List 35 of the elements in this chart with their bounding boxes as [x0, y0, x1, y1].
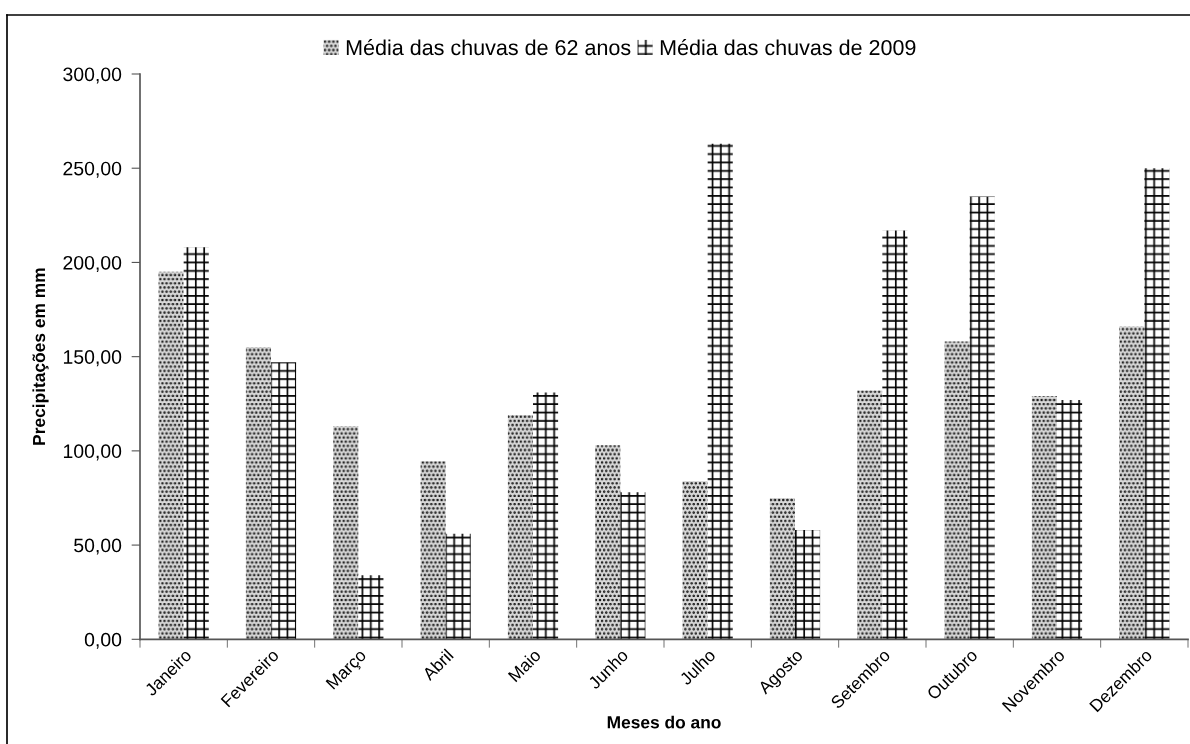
bar	[795, 530, 821, 640]
y-tick-label: 50,00	[74, 538, 122, 555]
bar	[358, 575, 384, 640]
y-tick-label: 150,00	[63, 350, 122, 367]
bar	[420, 461, 446, 640]
bar	[533, 392, 559, 640]
bar	[595, 445, 621, 640]
legend-label: Média das chuvas de 2009	[660, 39, 916, 56]
x-axis-title: Meses do ano	[607, 715, 721, 729]
bar	[707, 143, 733, 640]
bar	[158, 271, 184, 640]
bar	[1057, 399, 1083, 640]
y-tick-label: 250,00	[63, 161, 122, 178]
y-tick-label: 100,00	[63, 444, 122, 461]
bar	[1144, 168, 1170, 640]
bar	[882, 230, 908, 640]
bar	[445, 533, 471, 640]
bar	[245, 347, 271, 640]
y-axis-title: Precipitações em mm	[32, 268, 49, 445]
bar	[857, 390, 883, 640]
bar	[333, 426, 359, 640]
bar	[620, 492, 646, 640]
y-tick-label: 0,00	[84, 632, 122, 649]
bar	[969, 196, 995, 640]
y-tick-label: 200,00	[63, 255, 122, 272]
bar	[183, 247, 209, 640]
y-tick-label: 300,00	[63, 67, 122, 84]
bar	[507, 415, 533, 640]
legend-label: Média das chuvas de 62 anos	[346, 39, 631, 56]
bar	[682, 481, 708, 640]
bar	[1119, 326, 1145, 640]
bar	[769, 497, 795, 640]
bar	[271, 362, 297, 640]
bar	[944, 341, 970, 640]
bar	[1031, 396, 1057, 640]
